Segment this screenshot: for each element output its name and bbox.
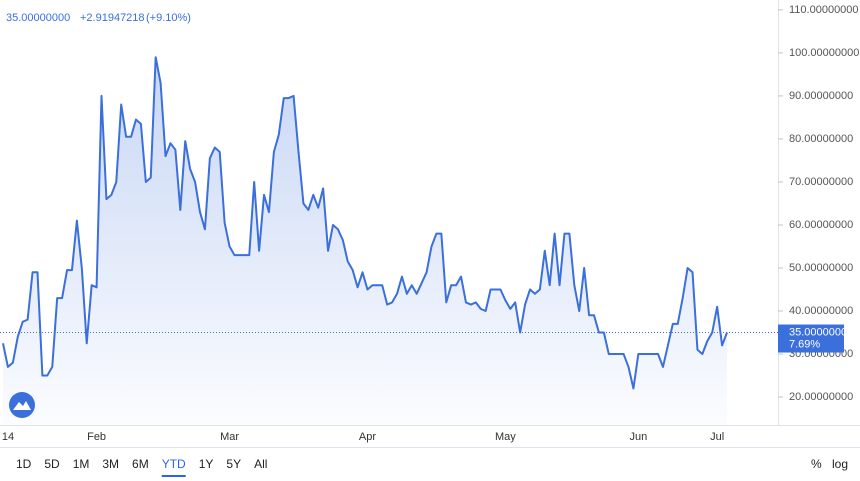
- range-button[interactable]: 6M: [132, 457, 149, 471]
- y-tick-label: 90.00000000: [789, 90, 853, 102]
- y-tick-label: 40.00000000: [789, 305, 853, 317]
- y-tick-label: 80.00000000: [789, 133, 853, 145]
- last-price: 35.00000000: [6, 12, 70, 24]
- logo[interactable]: [9, 392, 35, 418]
- price-box-pct: 7.69%: [789, 338, 820, 350]
- y-tick-label: 50.00000000: [789, 262, 853, 274]
- range-button[interactable]: YTD: [162, 457, 186, 471]
- plot: [0, 56, 778, 425]
- price-change: +2.91947218: [80, 12, 145, 24]
- x-tick-label: Jun: [629, 431, 647, 443]
- x-tick-label: 14: [2, 431, 14, 443]
- price-line: [2, 56, 728, 390]
- price-box-label: 35.00000000: [789, 326, 853, 338]
- x-tick-label: Feb: [87, 431, 106, 443]
- range-button[interactable]: 1Y: [199, 457, 214, 471]
- y-tick-label: 110.00000000: [789, 4, 859, 16]
- y-tick-label: 60.00000000: [789, 219, 853, 231]
- range-button[interactable]: All: [254, 457, 267, 471]
- x-tick-label: Mar: [220, 431, 239, 443]
- log-toggle[interactable]: log: [832, 457, 848, 471]
- range-button[interactable]: 1M: [73, 457, 90, 471]
- x-tick-label: Apr: [359, 431, 376, 443]
- area-fill: [3, 57, 727, 425]
- y-tick-label: 70.00000000: [789, 176, 853, 188]
- percent-toggle[interactable]: %: [811, 457, 822, 471]
- y-tick-label: 20.00000000: [789, 391, 853, 403]
- y-tick-label: 100.00000000: [789, 47, 859, 59]
- price-change-pct: (+9.10%): [146, 12, 191, 24]
- price-box: [778, 324, 844, 353]
- range-button[interactable]: 5D: [44, 457, 60, 471]
- range-button[interactable]: 5Y: [226, 457, 241, 471]
- range-button[interactable]: 3M: [102, 457, 119, 471]
- range-button[interactable]: 1D: [16, 457, 32, 471]
- x-tick-label: Jul: [710, 431, 724, 443]
- x-tick-label: May: [495, 431, 516, 443]
